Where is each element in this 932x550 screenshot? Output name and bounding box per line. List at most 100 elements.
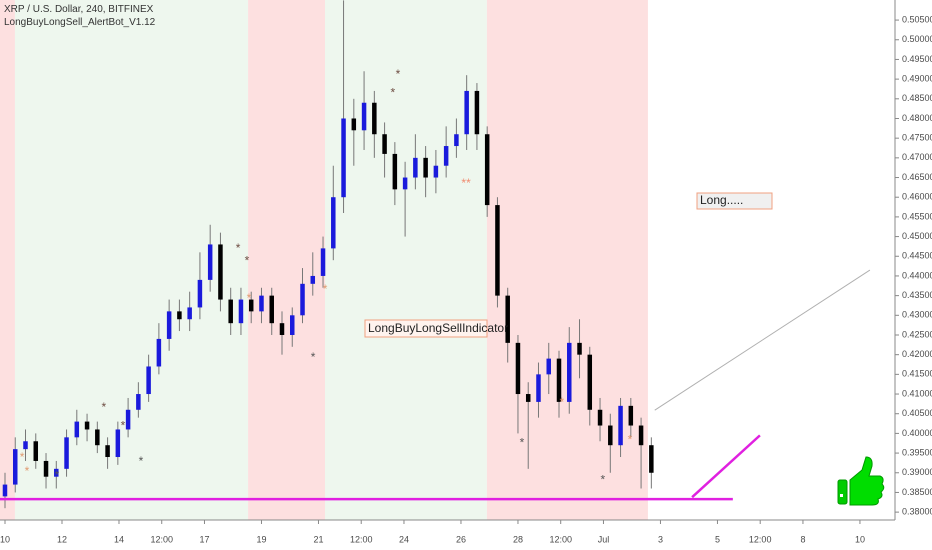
signal-marker: * <box>121 418 126 432</box>
signal-marker: * <box>323 282 328 296</box>
x-tick-label: 10 <box>0 534 10 544</box>
candle-body <box>484 134 490 206</box>
candle-body <box>567 342 572 402</box>
x-tick-label: 17 <box>199 534 209 544</box>
x-tick-label: 24 <box>399 534 409 544</box>
y-tick-label: 0.41500 <box>902 369 932 379</box>
signal-marker: * <box>391 85 396 99</box>
candle-body <box>443 146 449 166</box>
candle-body <box>33 441 39 461</box>
candle-body <box>248 299 254 312</box>
candle-body <box>587 354 593 410</box>
candle-body <box>290 315 295 335</box>
y-tick-label: 0.38000 <box>902 507 932 517</box>
candle-body <box>177 311 182 320</box>
y-tick-label: 0.45500 <box>902 211 932 221</box>
candle-body <box>464 90 469 135</box>
candle-body <box>413 157 418 178</box>
drawn-line <box>691 434 761 499</box>
signal-marker: * <box>560 395 565 409</box>
y-tick-label: 0.39500 <box>902 447 932 457</box>
candle-body <box>166 311 172 339</box>
candle-body <box>74 421 80 438</box>
candle-body <box>525 394 531 402</box>
candle-body <box>628 405 634 426</box>
candle-body <box>392 153 398 190</box>
y-tick-label: 0.42500 <box>902 329 932 339</box>
candle-body <box>361 102 367 131</box>
x-tick-label: 12:00 <box>549 534 572 544</box>
candle-body <box>577 342 582 355</box>
candle-body <box>515 342 521 395</box>
candle-body <box>402 177 408 190</box>
y-tick-label: 0.46000 <box>902 192 932 202</box>
y-tick-label: 0.38500 <box>902 487 932 497</box>
candle-body <box>638 425 644 446</box>
y-tick-label: 0.43000 <box>902 310 932 320</box>
y-tick-label: 0.49500 <box>902 54 932 64</box>
candle-body <box>197 279 203 308</box>
y-tick-label: 0.44500 <box>902 251 932 261</box>
x-tick-label: 28 <box>513 534 523 544</box>
signal-marker: * <box>25 464 30 478</box>
candle-body <box>474 90 480 135</box>
signal-marker: * <box>628 433 633 447</box>
x-tick-label: 5 <box>715 534 720 544</box>
candle-body <box>382 134 387 154</box>
candle-body <box>125 409 131 430</box>
thumbs-up-icon <box>837 456 885 506</box>
x-tick-label: 14 <box>114 534 124 544</box>
x-tick-label: 3 <box>658 534 663 544</box>
signal-marker: * <box>20 450 25 464</box>
signal-zone <box>325 0 487 520</box>
x-tick-label: 12 <box>57 534 67 544</box>
signal-marker: * <box>236 241 241 255</box>
x-tick-label: 8 <box>800 534 805 544</box>
indicator-label-box <box>364 319 488 338</box>
y-tick-label: 0.50000 <box>902 34 932 44</box>
candle-body <box>505 295 510 343</box>
candle-body <box>269 295 274 324</box>
x-tick-label: 10 <box>855 534 865 544</box>
signal-marker: * <box>102 400 107 414</box>
candle-body <box>64 437 69 469</box>
candle-body <box>556 358 562 402</box>
y-tick-label: 0.43500 <box>902 290 932 300</box>
axes: 0.38000 0.38500 0.39000 0.39500 0.40000 0.405… <box>0 14 932 544</box>
y-tick-label: 0.50500 <box>902 14 932 24</box>
candle-body <box>597 409 603 426</box>
y-tick-label: 0.42000 <box>902 349 932 359</box>
candle-body <box>156 338 162 367</box>
signal-marker: * <box>396 67 401 81</box>
candle-body <box>23 441 28 450</box>
drawn-line <box>654 269 871 411</box>
y-tick-label: 0.46500 <box>902 172 932 182</box>
candle-body <box>115 429 121 458</box>
indicator-name: LongBuyLongSell_AlertBot_V1.12 <box>4 17 156 28</box>
candle-body <box>423 157 428 178</box>
y-tick-label: 0.41000 <box>902 388 932 398</box>
y-tick-label: 0.44000 <box>902 270 932 280</box>
plot: ** ***************** <box>0 0 871 509</box>
candle-body <box>320 248 326 276</box>
y-tick-label: 0.48500 <box>902 93 932 103</box>
y-tick-label: 0.39000 <box>902 467 932 477</box>
y-tick-label: 0.45000 <box>902 231 932 241</box>
candle-body <box>546 358 551 375</box>
y-tick-label: 0.49000 <box>902 73 932 83</box>
candle-body <box>259 295 264 312</box>
signal-zone <box>486 0 648 520</box>
signal-label-box <box>696 192 773 210</box>
signal-marker: * <box>601 472 606 486</box>
candle-body <box>454 134 459 147</box>
candle-body <box>331 197 336 249</box>
candle-body <box>105 445 110 458</box>
x-tick-label: 12:00 <box>350 534 373 544</box>
indicator-label: LongBuyLongSellIndicator <box>368 321 508 335</box>
signal-zone <box>0 0 15 520</box>
x-tick-label: 19 <box>256 534 266 544</box>
x-tick-label: Jul <box>598 534 610 544</box>
x-tick-label: 12:00 <box>150 534 173 544</box>
x-tick-label: 26 <box>456 534 466 544</box>
